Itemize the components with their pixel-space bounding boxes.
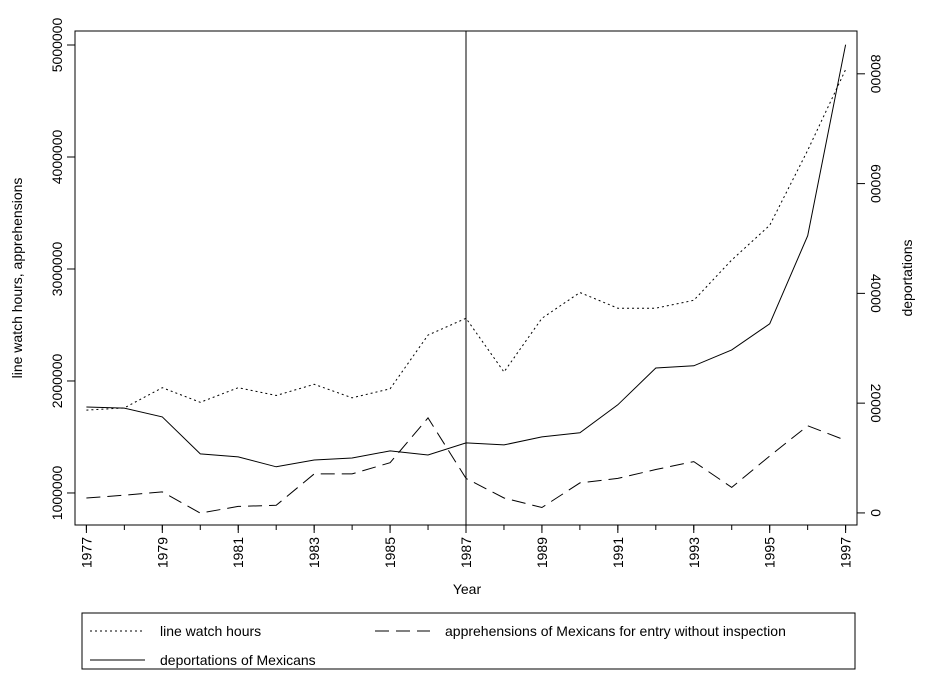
y-tick-label: 3000000: [49, 242, 65, 297]
y2-axis-title: deportations: [899, 239, 915, 316]
x-tick-label: 1983: [306, 537, 322, 568]
x-axis-title: Year: [453, 581, 482, 597]
y2-tick-label: 20000: [868, 384, 884, 423]
legend-box: [81, 612, 856, 670]
legend-label: apprehensions of Mexicans for entry with…: [445, 623, 786, 639]
x-tick-label: 1979: [154, 537, 170, 568]
x-tick-label: 1997: [838, 537, 854, 568]
x-tick-label: 1991: [610, 537, 626, 568]
series-line: [86, 69, 847, 411]
x-tick-label: 1981: [230, 537, 246, 568]
y-tick-label: 1000000: [49, 466, 65, 521]
x-tick-label: 1985: [382, 537, 398, 568]
x-tick-label: 1995: [762, 537, 778, 568]
x-tick-label: 1989: [534, 537, 550, 568]
y-tick-label: 4000000: [49, 130, 65, 185]
legend-label: deportations of Mexicans: [160, 652, 316, 668]
series-line: [86, 44, 847, 468]
y-axis-title: line watch hours, apprehensions: [9, 178, 25, 379]
y2-tick-label: 0: [868, 509, 884, 517]
y-tick-label: 5000000: [49, 18, 65, 73]
y2-tick-label: 80000: [868, 54, 884, 93]
y-tick-label: 2000000: [49, 354, 65, 409]
legend-label: line watch hours: [160, 623, 261, 639]
y2-tick-label: 40000: [868, 274, 884, 313]
x-tick-label: 1993: [686, 537, 702, 568]
series-line: [86, 417, 846, 514]
x-tick-label: 1977: [78, 537, 94, 568]
y2-tick-label: 60000: [868, 164, 884, 203]
x-tick-label: 1987: [458, 537, 474, 568]
